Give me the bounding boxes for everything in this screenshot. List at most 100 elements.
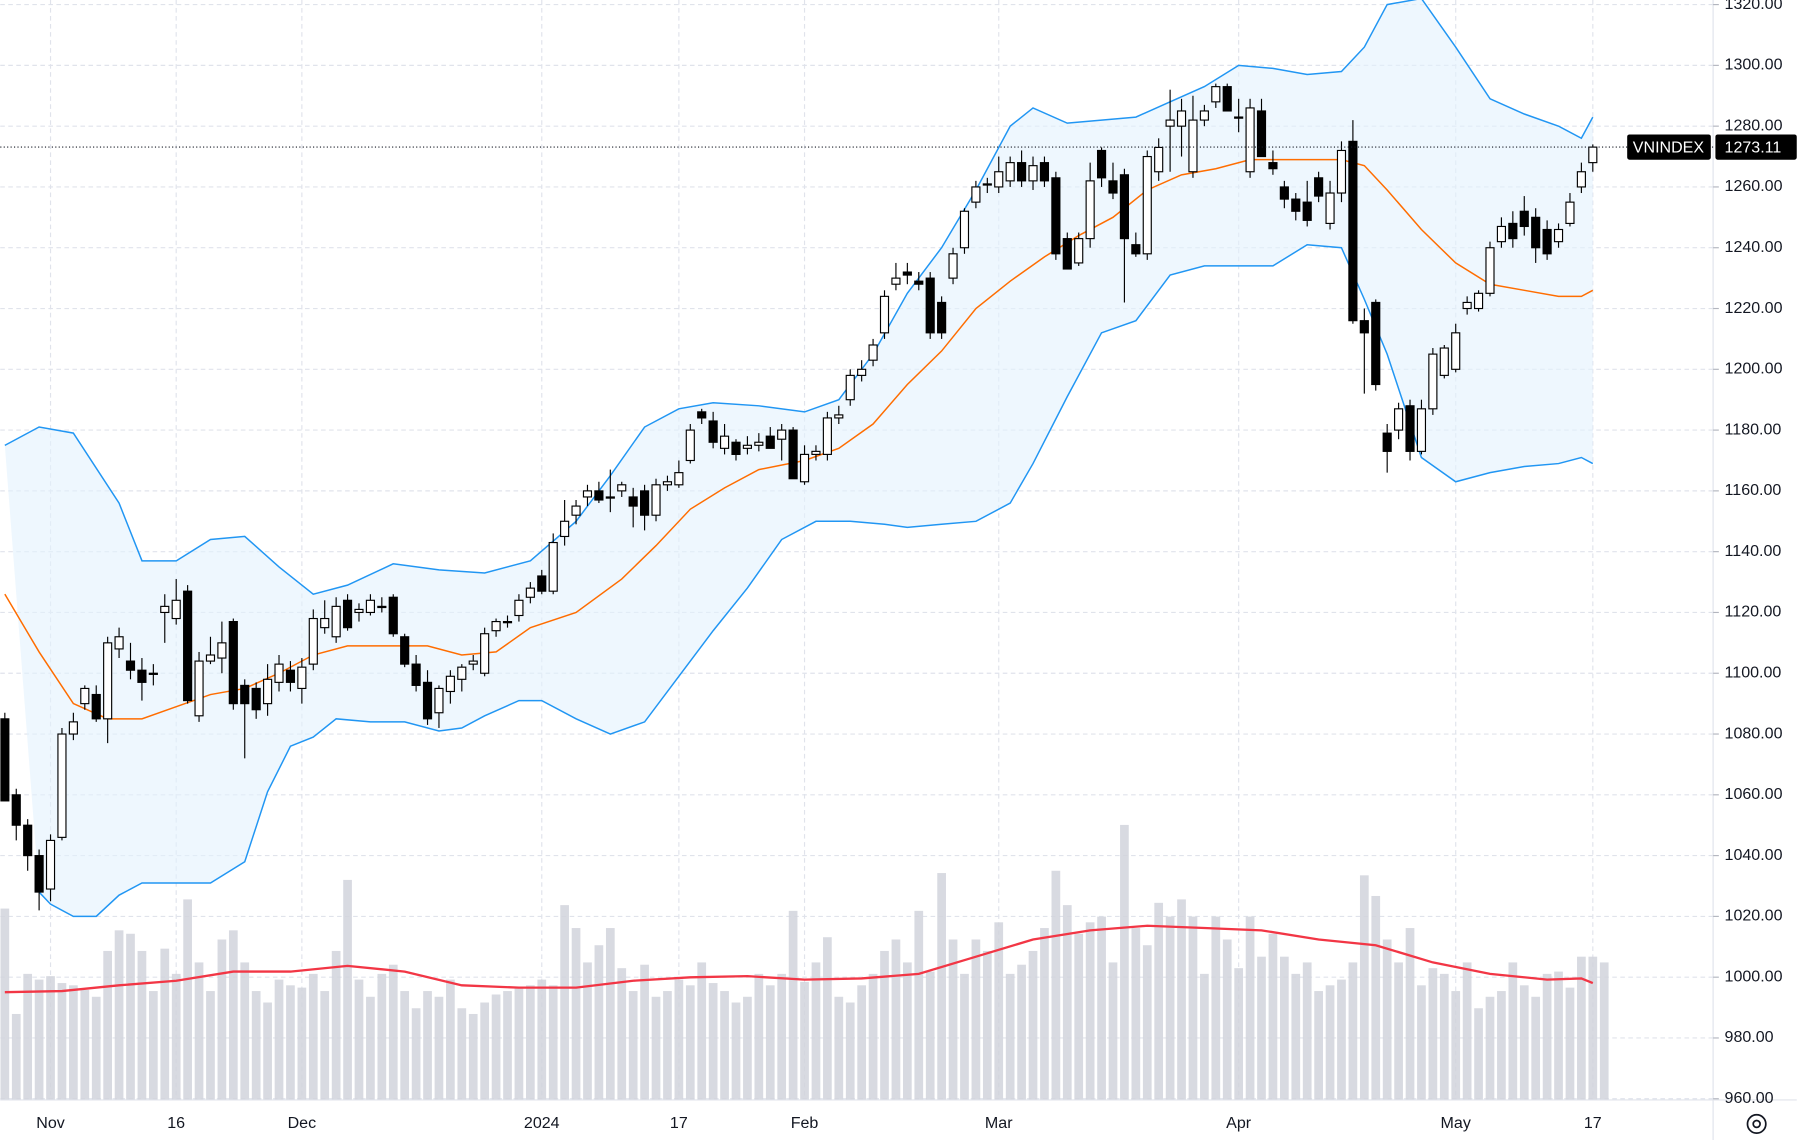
x-tick-label: 16 xyxy=(167,1114,185,1132)
last-price-label: 1273.11 xyxy=(1725,138,1782,156)
candle-body xyxy=(685,429,695,462)
y-tick-label: 1120.00 xyxy=(1725,603,1782,621)
volume-bar xyxy=(206,991,215,1100)
candle-body xyxy=(434,687,444,714)
candle-body xyxy=(1439,347,1449,376)
candle-body xyxy=(502,621,513,624)
candle-body xyxy=(457,666,467,680)
candle-body xyxy=(1005,162,1015,182)
y-tick-label: 1000.00 xyxy=(1725,967,1783,985)
candle-body xyxy=(297,666,307,690)
candle-body xyxy=(1039,162,1050,182)
settings-ring[interactable] xyxy=(1746,1113,1767,1134)
candle-body xyxy=(80,687,90,705)
candle-body xyxy=(1314,177,1324,197)
candle-body xyxy=(228,621,238,705)
candle-body xyxy=(114,636,124,650)
volume-bar xyxy=(480,1002,490,1100)
volume-bar xyxy=(1531,996,1541,1100)
volume-bar xyxy=(343,879,352,1100)
candle-body xyxy=(537,575,547,592)
y-tick-label: 1180.00 xyxy=(1725,420,1782,438)
candle-body xyxy=(902,271,912,276)
y-tick-label: 1060.00 xyxy=(1725,785,1783,803)
volume-bar xyxy=(388,964,398,1100)
candle-body xyxy=(57,733,67,838)
volume-bar xyxy=(308,973,318,1100)
volume-bar xyxy=(811,962,821,1100)
volume-bar xyxy=(57,983,67,1100)
volume-bar xyxy=(160,948,170,1100)
candle-body xyxy=(1279,186,1289,200)
candle-body xyxy=(914,280,924,285)
candle-body xyxy=(708,420,718,443)
volume-bar xyxy=(880,950,889,1100)
volume-bar xyxy=(491,994,501,1100)
candle-body xyxy=(1348,140,1358,322)
volume-bar xyxy=(834,996,844,1100)
volume-bar xyxy=(103,950,113,1100)
candle-body xyxy=(411,663,421,686)
y-tick-label: 980.00 xyxy=(1725,1028,1774,1046)
candle-body xyxy=(217,642,227,659)
candle-body xyxy=(788,429,798,480)
volume-bar xyxy=(1577,956,1586,1100)
candle-body xyxy=(868,344,878,361)
candles xyxy=(0,83,1598,911)
settings-icon[interactable] xyxy=(1746,1113,1767,1134)
volume-bar xyxy=(11,1013,21,1100)
volume-bar xyxy=(411,1008,421,1100)
volume-bar xyxy=(1474,1008,1483,1100)
candle-body xyxy=(1565,201,1575,224)
candle-body xyxy=(674,472,684,486)
volume-bar xyxy=(34,979,44,1100)
volume-bar xyxy=(674,979,684,1100)
volume-bar xyxy=(1348,962,1358,1100)
candle-body xyxy=(263,678,273,705)
volume-bar xyxy=(1142,945,1152,1100)
y-tick-label: 1260.00 xyxy=(1725,177,1783,195)
candle-body xyxy=(285,669,296,683)
candle-body xyxy=(183,590,193,702)
candle-body xyxy=(982,183,992,186)
volume-bar xyxy=(765,985,775,1100)
candle-body xyxy=(1451,332,1461,370)
candle-body xyxy=(731,441,741,455)
volume-bar xyxy=(1017,964,1026,1100)
candle-body xyxy=(68,721,78,735)
candle-body xyxy=(91,693,101,720)
volume-bar xyxy=(137,950,147,1100)
settings-core[interactable] xyxy=(1752,1119,1761,1129)
volume-bar xyxy=(685,985,695,1100)
x-tick-label: 17 xyxy=(670,1114,688,1132)
volume-bar xyxy=(468,1013,478,1100)
volume-bar xyxy=(1485,996,1495,1100)
candle-body xyxy=(514,599,524,617)
candle-body xyxy=(799,453,810,483)
volume-bar xyxy=(1371,895,1381,1100)
volume-bar xyxy=(1154,902,1164,1100)
volume-bar xyxy=(1439,973,1449,1100)
volume-bar xyxy=(708,983,718,1100)
volume-bar xyxy=(1382,939,1392,1100)
volume-bar xyxy=(777,973,787,1100)
volume-bar xyxy=(1508,962,1518,1100)
volume-bar xyxy=(274,979,284,1100)
candle-body xyxy=(1336,149,1347,194)
volume-bar xyxy=(434,996,444,1100)
volume-pane xyxy=(0,824,1609,1100)
candle-body xyxy=(1142,155,1152,255)
volume-bar xyxy=(925,971,935,1100)
volume-bar xyxy=(1337,979,1346,1100)
candle-body xyxy=(834,414,844,419)
bollinger-bands xyxy=(4,0,1594,918)
candle-body xyxy=(948,253,958,279)
volume-bar xyxy=(1302,962,1312,1100)
volume-bar xyxy=(1405,928,1415,1100)
candle-body xyxy=(525,587,535,598)
x-tick-label: Nov xyxy=(36,1114,65,1132)
candle-body xyxy=(1234,116,1244,119)
volume-bar xyxy=(366,996,375,1100)
